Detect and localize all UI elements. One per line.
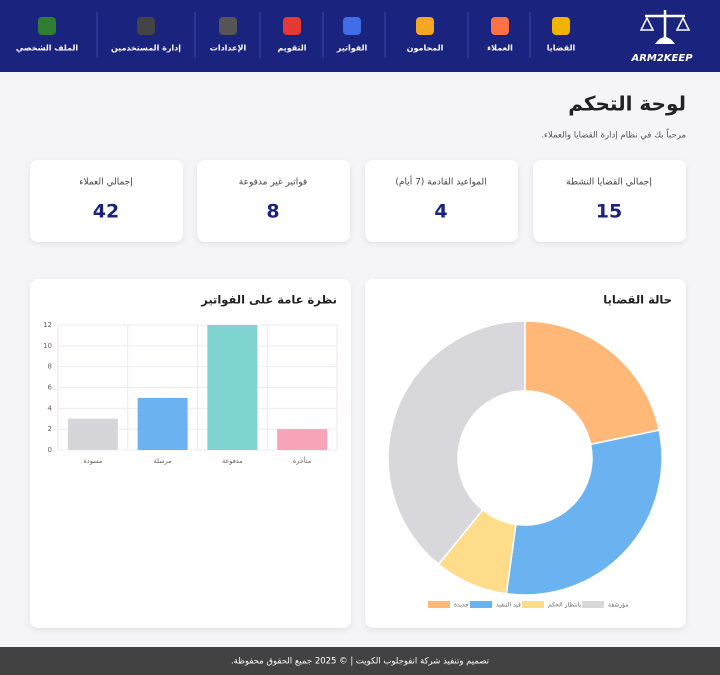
y-tick-label: 0 bbox=[48, 446, 52, 454]
chart-title: نظرة عامة على الفواتير bbox=[200, 293, 337, 308]
legend-swatch[interactable] bbox=[470, 601, 492, 608]
y-tick-label: 10 bbox=[43, 342, 52, 350]
y-tick-label: 4 bbox=[48, 404, 53, 412]
legend-label[interactable]: قيد التنفيذ bbox=[496, 602, 521, 609]
x-tick-label: مدفوعة bbox=[222, 457, 243, 465]
legend-label[interactable]: مؤرشفة bbox=[608, 602, 629, 609]
y-tick-label: 8 bbox=[48, 363, 52, 371]
nav-link[interactable]: المحامون bbox=[407, 44, 444, 53]
legend-swatch[interactable] bbox=[522, 601, 544, 608]
legend-swatch[interactable] bbox=[428, 601, 450, 608]
stat-label: فواتير غير مدفوعة bbox=[239, 178, 307, 188]
nav-icon[interactable] bbox=[137, 17, 155, 35]
card bbox=[30, 279, 351, 628]
nav-link[interactable]: الفواتير bbox=[336, 44, 368, 53]
nav-link[interactable]: القضايا bbox=[547, 44, 576, 53]
x-tick-label: متأخرة bbox=[293, 456, 311, 465]
stat-value: 8 bbox=[266, 201, 279, 223]
stat-card bbox=[30, 160, 183, 242]
nav-link[interactable]: التقويم bbox=[277, 44, 306, 53]
stat-label: إجمالي القضايا النشطة bbox=[566, 178, 652, 188]
header-bar bbox=[0, 0, 720, 72]
logo-text: ARM2KEEP bbox=[630, 53, 693, 64]
nav-icon[interactable] bbox=[38, 17, 56, 35]
nav-icon[interactable] bbox=[491, 17, 509, 35]
legend-swatch[interactable] bbox=[582, 601, 604, 608]
y-tick-label: 2 bbox=[48, 425, 52, 433]
stat-card bbox=[197, 160, 350, 242]
stat-label: إجمالي العملاء bbox=[79, 178, 133, 188]
pie-slice[interactable] bbox=[505, 429, 663, 596]
nav-icon[interactable] bbox=[416, 17, 434, 35]
stat-value: 4 bbox=[434, 201, 447, 223]
stat-label: المواعيد القادمة (7 أيام) bbox=[395, 176, 486, 188]
legend-label[interactable]: بانتظار الحكم bbox=[548, 602, 582, 609]
stat-value: 42 bbox=[93, 201, 119, 223]
pie-slice[interactable] bbox=[524, 320, 661, 446]
nav-icon[interactable] bbox=[283, 17, 301, 35]
nav-icon[interactable] bbox=[219, 17, 237, 35]
y-tick-label: 12 bbox=[43, 321, 52, 329]
chart-title: حالة القضايا bbox=[603, 293, 672, 307]
nav-link[interactable]: الإعدادات bbox=[210, 44, 247, 53]
nav-icon[interactable] bbox=[343, 17, 361, 35]
footer-text: تصميم وتنفيذ شركة انفوجلوب الكويت | © 20… bbox=[231, 657, 490, 667]
bar[interactable] bbox=[67, 418, 118, 450]
page-title: لوحة التحكم bbox=[568, 92, 686, 116]
legend-label[interactable]: جديدة bbox=[454, 602, 469, 609]
x-tick-label: مسودة bbox=[83, 457, 102, 465]
nav-link[interactable]: العملاء bbox=[487, 44, 513, 53]
footer-bar bbox=[0, 647, 720, 675]
stat-value: 15 bbox=[596, 201, 622, 223]
stat-card bbox=[365, 160, 518, 242]
stat-card bbox=[533, 160, 686, 242]
pie-slice[interactable] bbox=[387, 320, 526, 566]
nav-link[interactable]: إدارة المستخدمين bbox=[111, 44, 181, 53]
y-tick-label: 6 bbox=[48, 384, 53, 392]
nav-link[interactable]: الملف الشخصي bbox=[16, 44, 79, 53]
bar[interactable] bbox=[277, 429, 328, 450]
page-subtitle: مرحباً بك في نظام إدارة القضايا والعملاء… bbox=[541, 128, 686, 141]
bar[interactable] bbox=[207, 325, 258, 450]
x-tick-label: مرسلة bbox=[154, 457, 172, 465]
nav-icon[interactable] bbox=[552, 17, 570, 35]
logo[interactable]: ARM2KEEP bbox=[630, 10, 693, 64]
bar[interactable] bbox=[137, 397, 188, 450]
